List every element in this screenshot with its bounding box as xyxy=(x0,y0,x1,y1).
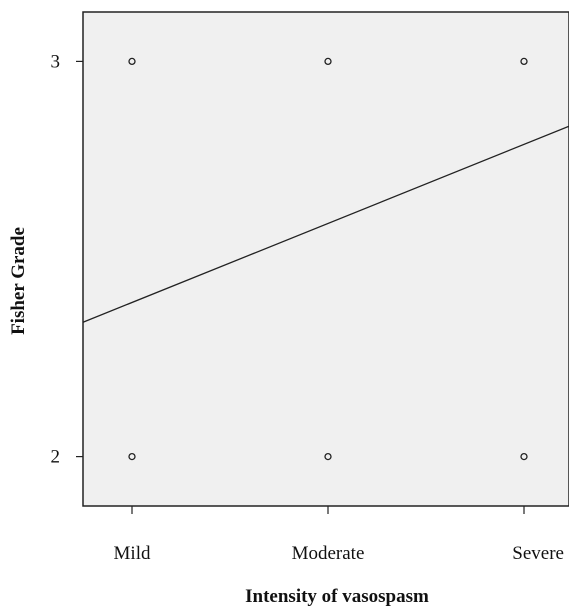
x-axis-title: Intensity of vasospasm xyxy=(245,586,429,607)
fit-line xyxy=(82,125,569,323)
data-point xyxy=(324,452,332,461)
data-point xyxy=(324,57,332,66)
plot-area xyxy=(82,11,569,507)
x-tick-label: Moderate xyxy=(292,543,365,564)
data-point xyxy=(520,57,528,66)
data-point xyxy=(520,452,528,461)
data-point xyxy=(128,452,136,461)
y-tick-label: 3 xyxy=(51,51,61,72)
x-tick-label: Mild xyxy=(114,543,151,564)
y-axis-title: Fisher Grade xyxy=(8,227,29,335)
x-tick-label: Severe xyxy=(512,543,564,564)
data-point xyxy=(128,57,136,66)
y-tick-label: 2 xyxy=(51,447,61,468)
